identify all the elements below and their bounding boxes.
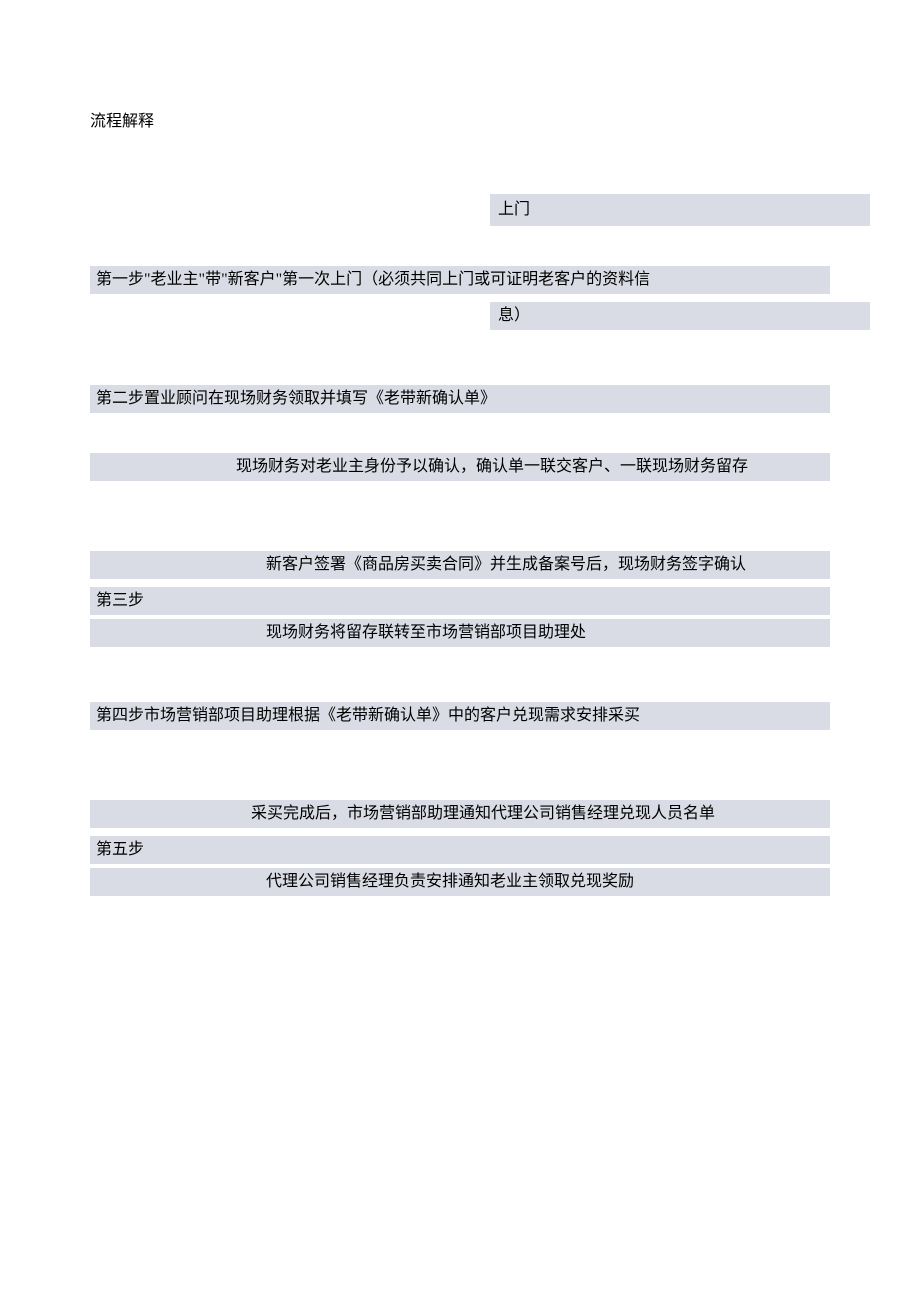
step3-sub2: 现场财务将留存联转至市场营销部项目助理处 <box>90 619 830 647</box>
step2-line1: 第二步置业顾问在现场财务领取并填写《老带新确认单》 <box>90 385 830 413</box>
step5-sub1: 采买完成后，市场营销部助理通知代理公司销售经理兑现人员名单 <box>90 800 830 828</box>
document-title: 流程解释 <box>90 110 830 134</box>
step5-sub2: 代理公司销售经理负责安排通知老业主领取兑现奖励 <box>90 868 830 896</box>
step5-label: 第五步 <box>90 836 830 864</box>
step3-sub1: 新客户签署《商品房买卖合同》并生成备案号后，现场财务签字确认 <box>90 551 830 579</box>
step3-label: 第三步 <box>90 587 830 615</box>
step4-line1: 第四步市场营销部项目助理根据《老带新确认单》中的客户兑现需求安排采买 <box>90 702 830 730</box>
header-label: 上门 <box>490 194 870 226</box>
step1-line2: 息） <box>490 302 870 330</box>
step1-line1: 第一步"老业主"带"新客户"第一次上门（必须共同上门或可证明老客户的资料信 <box>90 266 830 294</box>
step2-sub1: 现场财务对老业主身份予以确认，确认单一联交客户、一联现场财务留存 <box>90 453 830 481</box>
